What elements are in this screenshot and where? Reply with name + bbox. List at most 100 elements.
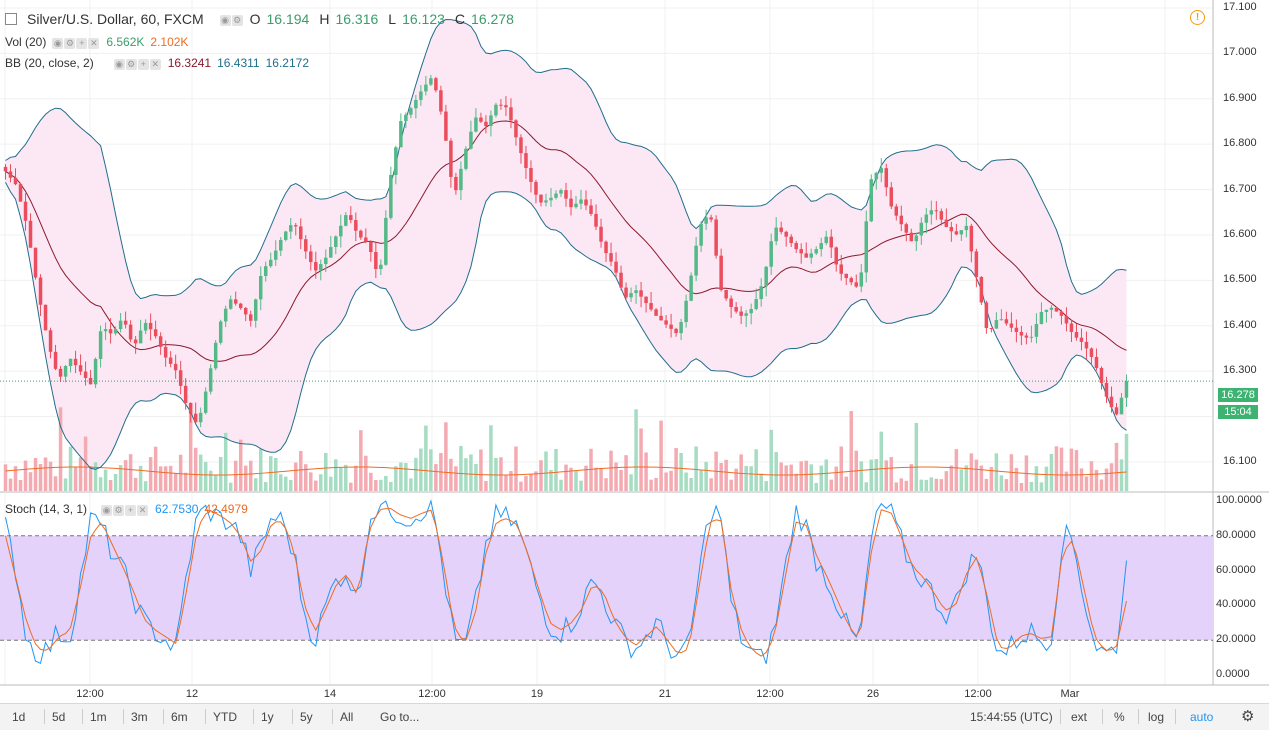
log-toggle[interactable]: log [1148,710,1165,724]
candle-body [43,304,48,331]
volume-label[interactable]: Vol (20) [5,35,47,49]
range-button[interactable]: 1m [90,710,107,724]
stoch-tick-label: 100.0000 [1216,494,1262,506]
close-icon[interactable]: ✕ [137,505,149,516]
volume-bar [58,407,63,491]
volume-bar [18,480,23,491]
volume-bar [223,432,228,491]
volume-bar [8,478,13,491]
range-button[interactable]: YTD [213,710,237,724]
range-button[interactable]: All [340,710,354,724]
range-button[interactable]: 1y [261,710,274,724]
candle-body [138,330,143,344]
volume-bar [604,478,608,491]
volume-bar [939,479,944,491]
price-tick-label: 16.900 [1223,91,1257,104]
volume-bar [98,477,103,491]
volume-bar [649,479,653,491]
settings-gear-icon[interactable]: ⚙ [1241,708,1255,725]
add-icon[interactable]: + [76,38,88,49]
eye-icon[interactable]: ◉ [101,505,113,516]
candle-body [474,117,478,132]
stoch-tick-label: 40.0000 [1216,598,1256,611]
volume-bar [719,462,723,491]
volume-bar [969,453,974,491]
range-button[interactable]: 5d [52,710,66,724]
candle-body [784,231,788,237]
candle-body [884,168,889,188]
volume-bar [764,481,768,491]
volume-buttons[interactable]: ◉ ⚙ + ✕ [52,35,100,49]
candle-body [849,278,854,283]
eye-icon[interactable]: ◉ [52,38,64,49]
candle-body [434,78,438,91]
gear-icon[interactable]: ⚙ [231,15,243,26]
collapse-icon[interactable] [5,13,17,25]
close-icon[interactable]: ✕ [88,38,100,49]
volume-bar [364,455,368,491]
range-button[interactable]: 1d [12,710,26,724]
add-icon[interactable]: + [137,59,149,70]
candle-body [309,251,313,263]
range-button[interactable]: 6m [171,710,188,724]
candle-body [609,253,613,262]
candle-body [699,223,703,246]
candle-body [469,131,473,149]
candle-body [1119,397,1124,415]
legend-buttons[interactable]: ◉ ⚙ [219,12,244,26]
candle-body [243,308,248,315]
eye-icon[interactable]: ◉ [113,59,125,70]
stoch-label[interactable]: Stoch (14, 3, 1) [5,502,88,516]
candle-body [1049,307,1054,310]
eye-icon[interactable]: ◉ [219,15,231,26]
volume-bar [173,472,178,491]
candle-body [53,351,58,369]
range-button[interactable]: 5y [300,710,313,724]
volume-bar [1119,459,1124,491]
volume-bar [509,471,513,491]
stoch-buttons[interactable]: ◉ ⚙ + ✕ [101,502,149,516]
volume-bar [409,478,413,491]
bb-buttons[interactable]: ◉ ⚙ + ✕ [113,56,162,70]
range-button[interactable]: 3m [131,710,148,724]
volume-bar [1004,479,1009,491]
volume-bar [899,478,904,491]
volume-bar [984,478,989,491]
clock-label[interactable]: 15:44:55 (UTC) [970,710,1053,724]
volume-bar [1079,468,1084,491]
candle-body [339,225,343,237]
volume-bar [774,452,778,491]
gear-icon[interactable]: ⚙ [64,38,76,49]
volume-bar [684,472,688,491]
volume-bar [203,461,208,491]
bb-label[interactable]: BB (20, close, 2) [5,56,94,70]
candle-body [479,117,483,122]
add-icon[interactable]: + [125,505,137,516]
volume-bar [188,410,193,491]
gear-icon[interactable]: ⚙ [113,505,125,516]
goto-button[interactable]: Go to... [380,710,420,724]
auto-toggle[interactable]: auto [1190,710,1214,724]
ext-toggle[interactable]: ext [1071,710,1088,724]
candle-body [444,111,448,141]
volume-bar [809,464,813,491]
candle-body [183,385,188,403]
gear-icon[interactable]: ⚙ [125,59,137,70]
high-label: H [319,11,330,27]
alert-icon[interactable]: ! [1190,10,1205,25]
candle-body [1054,307,1059,312]
candle-body [759,286,763,300]
candle-body [213,342,218,369]
volume-bar [574,470,578,491]
stoch-tick-label: 60.0000 [1216,563,1256,576]
volume-bar [384,475,388,491]
volume-bar [734,468,738,491]
symbol-title[interactable]: Silver/U.S. Dollar, 60, FXCM [27,11,204,27]
volume-bar [243,465,248,491]
volume-bar [43,457,48,491]
candle-body [289,225,293,232]
volume-bar [529,474,533,491]
close-icon[interactable]: ✕ [149,59,161,70]
percent-toggle[interactable]: % [1114,710,1125,724]
